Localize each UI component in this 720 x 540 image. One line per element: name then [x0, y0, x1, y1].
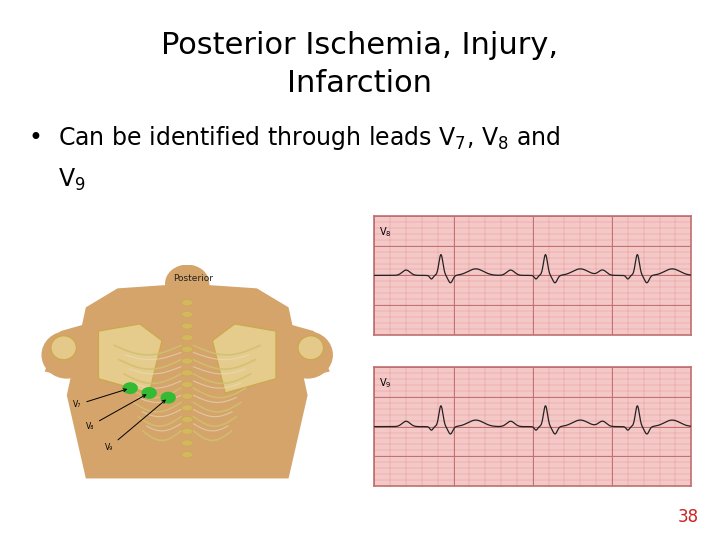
- Ellipse shape: [181, 335, 193, 341]
- Text: 38: 38: [678, 509, 698, 526]
- Circle shape: [161, 393, 175, 403]
- Text: Can be identified through leads $\mathregular{V_7}$, $\mathregular{V_8}$ and: Can be identified through leads $\mathre…: [58, 124, 560, 152]
- Ellipse shape: [181, 370, 193, 376]
- Ellipse shape: [282, 331, 333, 379]
- Polygon shape: [45, 324, 99, 383]
- Ellipse shape: [181, 347, 193, 353]
- Ellipse shape: [181, 312, 193, 318]
- Ellipse shape: [181, 382, 193, 388]
- Ellipse shape: [181, 358, 193, 364]
- Text: Posterior: Posterior: [174, 274, 214, 283]
- Ellipse shape: [181, 451, 193, 458]
- Text: V₉: V₉: [105, 400, 165, 452]
- Text: V₈: V₈: [86, 395, 146, 430]
- Ellipse shape: [181, 323, 193, 329]
- Polygon shape: [67, 284, 307, 478]
- Ellipse shape: [181, 428, 193, 434]
- Text: •: •: [29, 126, 42, 150]
- Ellipse shape: [181, 300, 193, 306]
- Polygon shape: [212, 324, 276, 393]
- Ellipse shape: [165, 265, 210, 302]
- Ellipse shape: [181, 393, 193, 399]
- Ellipse shape: [181, 405, 193, 411]
- Polygon shape: [276, 324, 330, 383]
- Text: V₇: V₇: [73, 389, 127, 409]
- Text: $\mathregular{V_9}$: $\mathregular{V_9}$: [58, 167, 85, 193]
- Text: Posterior Ischemia, Injury,: Posterior Ischemia, Injury,: [161, 31, 559, 60]
- Text: Infarction: Infarction: [287, 69, 433, 98]
- Circle shape: [143, 388, 156, 398]
- Circle shape: [123, 383, 137, 393]
- Polygon shape: [99, 324, 162, 393]
- Ellipse shape: [181, 417, 193, 423]
- Ellipse shape: [298, 336, 323, 360]
- Text: V$_{8}$: V$_{8}$: [379, 225, 392, 239]
- Ellipse shape: [181, 440, 193, 446]
- Ellipse shape: [42, 331, 92, 379]
- Text: V$_{9}$: V$_{9}$: [379, 376, 392, 390]
- Ellipse shape: [51, 336, 76, 360]
